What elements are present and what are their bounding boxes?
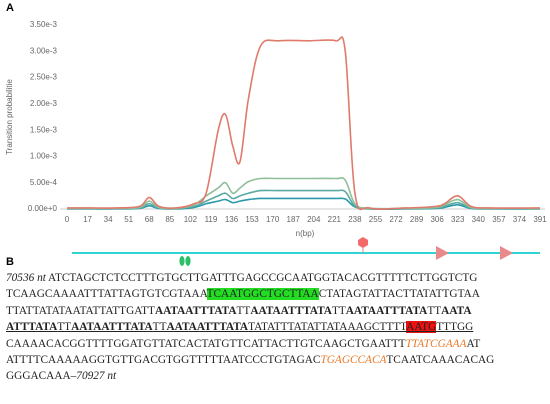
sequence-segment: CTATAGTATTACTTATATTGTAA (318, 288, 480, 301)
sequence-line: ATTTTCAAAAAGGTGTTGACGTGGTTTTTAATCCCTGTAG… (6, 352, 546, 368)
x-tick-label: 204 (307, 215, 321, 224)
y-tick-label: 0.00e+0 (28, 204, 58, 213)
x-tick-label: 85 (165, 215, 174, 224)
sequence-segment: AT (466, 337, 481, 350)
y-tick-label: 3.50e-3 (30, 20, 58, 29)
triangle-marker (500, 246, 513, 260)
sequence-segment: TATATTTATATTATAAAGCTTTT (248, 321, 407, 334)
y-tick-label: 2.50e-3 (30, 73, 58, 82)
y-tick-label: 1.00e-3 (30, 152, 58, 161)
sequence-line: TTATTATATAATATTATTGATTAATAATTTATATTAATAA… (6, 303, 546, 319)
gene-marker (179, 256, 185, 266)
y-tick-label: 5.00e-4 (30, 178, 58, 187)
sequence-segment: TT (331, 304, 346, 317)
sequence-segment: AATAATTTATA (250, 304, 332, 317)
sequence-segment: 70536 nt (6, 272, 46, 284)
x-tick-label: 323 (451, 215, 465, 224)
y-axis-label: Transition probabilitie (5, 79, 14, 155)
y-tick-label: 3.00e-3 (30, 46, 58, 55)
triangle-marker (436, 246, 449, 260)
sequence-segment: TT (427, 304, 442, 317)
panel-label: B (6, 256, 14, 268)
sequence-segment: TT (236, 304, 251, 317)
x-tick-label: 153 (245, 215, 259, 224)
sequence-segment: TTATCGAAA (405, 337, 467, 350)
x-tick-label: 170 (266, 215, 280, 224)
sequence-line: CAAAACACGGTTTTGGATGTTATCACTATGTTCATTACTT… (6, 336, 546, 352)
sequence-segment: AATAATTTATA (71, 321, 153, 334)
x-tick-label: 34 (104, 215, 113, 224)
sequence-segment: AATAATTTATA (154, 304, 237, 317)
sequence-segment: ATTTTCAAAAAGGTGTTGACGTGGTTTTTAATCCCTGTAG… (6, 353, 321, 366)
x-tick-label: 187 (287, 215, 301, 224)
sequence-segment: TT (152, 321, 167, 334)
x-tick-label: 255 (369, 215, 383, 224)
sequence-segment: ATTTATA (6, 321, 58, 334)
sequence-line: TCAAGCAAAATTTATTAGTGTCGTAAATCAATGGCTGCTT… (6, 286, 546, 302)
sequence-segment: AATAATTTATA (345, 304, 428, 317)
sequence-segment: GGGACAAA– (6, 370, 77, 383)
series-line (66, 36, 541, 211)
sequence-segment: TGAGCCACA (320, 353, 387, 366)
y-tick-label: 2.00e-3 (30, 99, 58, 108)
series-line (67, 177, 541, 210)
x-tick-label: 119 (205, 215, 218, 224)
x-tick-label: 391 (533, 215, 547, 224)
sequence-segment: TCAATCAAACACAG (386, 353, 495, 366)
x-tick-label: 289 (410, 215, 424, 224)
sequence-segment: TTATTATATAATATTATTGATT (6, 304, 155, 317)
y-tick-label: 1.50e-3 (30, 125, 58, 134)
x-tick-label: 272 (389, 215, 403, 224)
sequence-line: GGGACAAA–70927 nt (6, 368, 546, 384)
sequence-segment: ATCTAGCTCTCCTTTGTGCTTGATTTGAGCCGCAATGGTA… (45, 272, 478, 284)
x-tick-label: 306 (430, 215, 444, 224)
x-tick-label: 238 (348, 215, 362, 224)
sequence-segment: TCAATGGCTGCTTAA (206, 288, 319, 301)
x-tick-label: 136 (225, 215, 239, 224)
sequence-text: 70536 nt ATCTAGCTCTCCTTTGTGCTTGATTTGAGCC… (6, 270, 546, 385)
x-tick-label: 51 (124, 215, 133, 224)
sequence-segment: AATG (406, 321, 437, 334)
panel-label: A (6, 2, 14, 14)
x-tick-label: 357 (492, 215, 506, 224)
gene-marker (185, 256, 191, 266)
x-tick-label: 221 (328, 215, 342, 224)
x-tick-label: 102 (184, 215, 198, 224)
sequence-segment: TT (57, 321, 72, 334)
sequence-segment: TCAAGCAAAATTTATTAGTGTCGTAAA (6, 288, 207, 301)
sequence-segment: AATA (441, 304, 472, 317)
sequence-segment: CAAAACACGGTTTTGGATGTTATCACTATGTTCATTACTT… (6, 337, 406, 350)
series-line (67, 189, 541, 210)
x-axis-label: n(bp) (296, 229, 315, 238)
x-tick-label: 340 (472, 215, 486, 224)
sequence-segment: AATAATTTATA (166, 321, 249, 334)
sequence-line: 70536 nt ATCTAGCTCTCCTTTGTGCTTGATTTGAGCC… (6, 270, 546, 286)
sequence-line: ATTTATATTAATAATTTATATTAATAATTTATATATATTT… (6, 319, 546, 335)
x-tick-label: 374 (513, 215, 527, 224)
chart: Transition probabilitie n(bp) 0.00e+0 5.0… (5, 20, 547, 266)
x-tick-label: 68 (145, 215, 154, 224)
sequence-segment: TTTGG (436, 321, 474, 334)
x-tick-label: 0 (65, 215, 70, 224)
hexagon-marker (358, 237, 368, 248)
x-tick-label: 17 (83, 215, 92, 224)
sequence-segment: 70927 nt (76, 370, 117, 383)
